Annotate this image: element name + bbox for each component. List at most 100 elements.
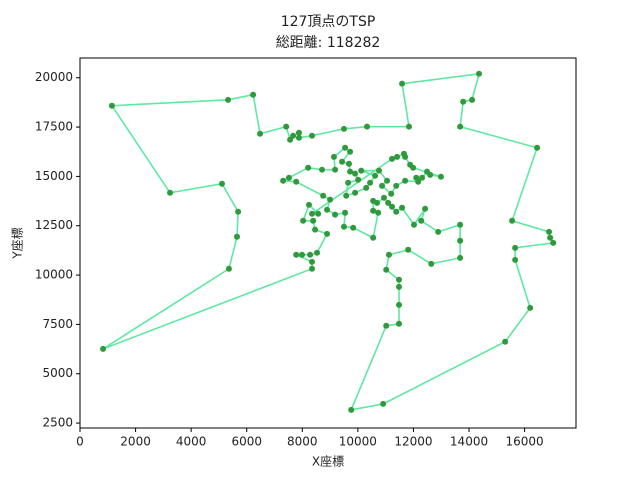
x-tick-label: 4000 bbox=[176, 435, 207, 449]
city-point bbox=[250, 91, 257, 98]
city-point bbox=[352, 189, 359, 196]
x-tick-label: 2000 bbox=[120, 435, 151, 449]
city-point bbox=[457, 237, 464, 244]
city-point bbox=[300, 217, 307, 224]
city-point bbox=[383, 322, 390, 329]
city-point bbox=[343, 192, 350, 199]
y-tick-label: 2500 bbox=[42, 416, 73, 430]
city-point bbox=[395, 283, 402, 290]
x-tick-label: 0 bbox=[76, 435, 84, 449]
x-tick-label: 16000 bbox=[506, 435, 544, 449]
city-point bbox=[375, 209, 382, 216]
city-point bbox=[100, 345, 107, 352]
city-point bbox=[293, 178, 300, 185]
city-point bbox=[527, 304, 534, 311]
city-point bbox=[233, 233, 240, 240]
city-point bbox=[307, 251, 314, 258]
city-point bbox=[407, 161, 414, 168]
city-point bbox=[395, 320, 402, 327]
city-point bbox=[320, 192, 327, 199]
y-tick-label: 5000 bbox=[42, 366, 73, 380]
city-point bbox=[402, 177, 409, 184]
y-tick-label: 15000 bbox=[35, 169, 73, 183]
city-point bbox=[305, 164, 312, 171]
city-point bbox=[413, 174, 420, 181]
city-point bbox=[342, 209, 349, 216]
city-point bbox=[509, 217, 516, 224]
city-point bbox=[225, 265, 232, 272]
x-tick-label: 14000 bbox=[450, 435, 488, 449]
city-point bbox=[388, 190, 395, 197]
city-point bbox=[332, 211, 339, 218]
city-point bbox=[167, 189, 174, 196]
city-point bbox=[512, 244, 519, 251]
city-point bbox=[348, 406, 355, 413]
city-point bbox=[257, 130, 264, 137]
city-point bbox=[389, 155, 396, 162]
city-point bbox=[389, 203, 396, 210]
city-point bbox=[393, 208, 400, 215]
city-point bbox=[405, 123, 412, 130]
city-point bbox=[305, 201, 312, 208]
city-point bbox=[418, 217, 425, 224]
city-point bbox=[235, 208, 242, 215]
city-point bbox=[546, 228, 553, 235]
city-point bbox=[379, 182, 386, 189]
city-point bbox=[547, 234, 554, 241]
city-point bbox=[457, 254, 464, 261]
city-point bbox=[309, 258, 316, 265]
city-point bbox=[309, 265, 316, 272]
city-point bbox=[370, 207, 377, 214]
city-point bbox=[502, 338, 509, 345]
city-point bbox=[457, 123, 464, 130]
city-point bbox=[299, 251, 306, 258]
city-point bbox=[355, 176, 362, 183]
city-point bbox=[385, 251, 392, 258]
y-axis-label: Y座標 bbox=[10, 227, 25, 259]
city-point bbox=[345, 160, 352, 167]
city-point bbox=[383, 266, 390, 273]
city-point bbox=[324, 206, 331, 213]
city-point bbox=[550, 239, 557, 246]
city-point bbox=[394, 153, 401, 160]
city-point bbox=[283, 123, 290, 130]
city-point bbox=[327, 196, 334, 203]
city-point bbox=[340, 223, 347, 230]
city-point bbox=[395, 301, 402, 308]
y-tick-label: 20000 bbox=[35, 70, 73, 84]
y-tick-label: 12500 bbox=[35, 218, 73, 232]
city-point bbox=[350, 224, 357, 231]
city-point bbox=[225, 96, 232, 103]
x-tick-label: 10000 bbox=[339, 435, 377, 449]
city-point bbox=[309, 210, 316, 217]
city-point bbox=[339, 158, 346, 165]
city-point bbox=[411, 221, 418, 228]
city-point bbox=[367, 179, 374, 186]
city-point bbox=[352, 170, 359, 177]
city-point bbox=[347, 168, 354, 175]
city-point bbox=[422, 205, 429, 212]
city-point bbox=[347, 148, 354, 155]
city-point bbox=[460, 98, 467, 105]
city-point bbox=[295, 134, 302, 141]
city-point bbox=[218, 180, 225, 187]
city-point bbox=[534, 144, 541, 151]
city-point bbox=[364, 123, 371, 130]
city-point bbox=[400, 150, 407, 157]
city-point bbox=[280, 177, 287, 184]
city-point bbox=[393, 182, 400, 189]
city-point bbox=[395, 276, 402, 283]
city-point bbox=[512, 256, 519, 263]
city-point bbox=[469, 96, 476, 103]
x-tick-label: 8000 bbox=[287, 435, 318, 449]
chart-title: 127頂点のTSP bbox=[281, 14, 376, 30]
city-point bbox=[370, 197, 377, 204]
city-point bbox=[457, 221, 464, 228]
city-point bbox=[380, 194, 387, 201]
x-tick-label: 12000 bbox=[394, 435, 432, 449]
city-point bbox=[363, 184, 370, 191]
y-tick-label: 17500 bbox=[35, 120, 73, 134]
city-point bbox=[428, 260, 435, 267]
